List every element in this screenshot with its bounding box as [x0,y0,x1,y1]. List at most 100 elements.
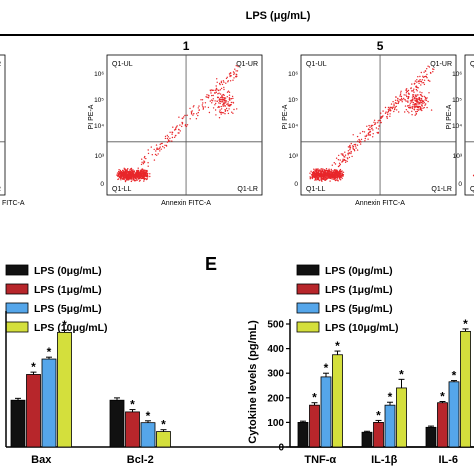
flow-dot [219,102,221,105]
flow-dot [338,162,341,164]
flow-dot [224,101,226,103]
flow-dot [127,174,129,176]
quadrant-label-ul: Q1-UL [470,61,474,68]
flow-dot [390,109,392,112]
flow-dot [120,174,123,177]
flow-dot [330,175,332,177]
flow-dot [341,160,344,163]
flow-dot [229,80,232,82]
flow-dot [328,170,330,173]
flow-dot [405,100,407,102]
panel-d: D LPS (0μg/mL)LPS (1μg/mL)LPS (5μg/mL)LP… [5,264,474,466]
flow-dot [382,110,384,112]
flow-dot [371,127,373,129]
flow-dot [313,170,315,173]
flow-dot [389,113,391,115]
flow-dot [380,116,383,118]
flow-dot [224,97,227,99]
flow-dot [223,103,225,105]
flow-dot [167,139,170,141]
flow-dot [126,175,128,178]
flow-dot [315,170,317,172]
flow-dot [222,80,225,82]
flow-dot [208,111,211,114]
flow-dot [129,172,131,174]
significance-star: * [463,317,468,331]
flow-dot [211,102,213,104]
flow-dot [384,106,387,109]
flow-dot [429,80,431,82]
flow-dot [219,100,221,103]
flow-dot [414,80,417,82]
flow-dot [423,106,425,109]
flow-dot [173,129,176,131]
flow-dot [186,124,189,126]
flow-dot [344,161,347,163]
flow-dot [217,96,219,99]
flow-dot [410,106,412,109]
legend-label: LPS (0μg/mL) [34,265,102,277]
flow-dot [385,111,387,113]
flow-dot [232,71,235,73]
flow-dot [183,116,185,118]
flow-dot [236,70,239,72]
flow-dot [147,149,149,151]
flow-dot [390,106,392,109]
flow-dot [119,174,121,176]
panel-e: E Cytokine levels (pg/mL) LPS (0μg/mL)LP… [205,254,474,466]
flow-dot [407,105,409,107]
flow-dot [330,171,332,173]
flow-dot [393,104,395,107]
flow-dot [413,105,415,108]
significance-star: * [324,361,329,375]
flow-dot [352,134,354,136]
flow-dot [210,92,212,94]
flow-dot [387,110,390,113]
flow-dot [141,168,143,170]
flow-dot [121,175,124,177]
flow-panel: 1 Q1-UL Q1-UR Q1-LL Q1-LR 10⁶ 10⁵ 10⁴ 10³ 0 PI PE-… [88,39,263,207]
flow-dot [422,102,424,105]
flow-dot [327,171,329,173]
flow-dot [325,178,327,180]
flow-dot [117,173,120,176]
flow-dot [124,169,127,172]
flow-dot [354,145,357,147]
bar [320,376,332,448]
flow-dot [313,174,315,176]
flow-dot [407,110,409,113]
flow-dot [156,154,158,156]
flow-dot [158,147,161,149]
flow-dot [151,154,153,156]
flow-dot [218,82,221,85]
flow-dot [426,73,428,76]
flow-dot [341,172,343,174]
flow-dot [317,177,319,179]
flow-dot [122,177,124,179]
flow-dot [416,105,418,107]
category-label: IL-1β [371,454,398,466]
flow-dot [192,114,194,116]
flow-dot [229,72,232,74]
flow-dot [233,108,235,111]
flow-dot [216,81,218,84]
flow-dot [407,92,410,94]
flow-dot [216,88,218,90]
flow-dot [334,179,336,181]
flow-dot [135,176,137,179]
flow-dot [423,102,425,104]
flow-dot [315,174,317,176]
flow-dot [430,72,432,75]
flow-dot [315,172,317,174]
bar [396,387,407,448]
flow-dot [315,175,317,178]
flow-plot-frame [464,54,474,196]
flow-ytick: 10⁵ [452,97,462,104]
flow-dot [421,79,424,81]
flow-dot [354,143,357,146]
flow-dot [212,100,214,102]
flow-dot [336,174,338,176]
flow-dot [221,83,224,86]
flow-dot [415,97,417,100]
flow-dot [319,179,321,182]
